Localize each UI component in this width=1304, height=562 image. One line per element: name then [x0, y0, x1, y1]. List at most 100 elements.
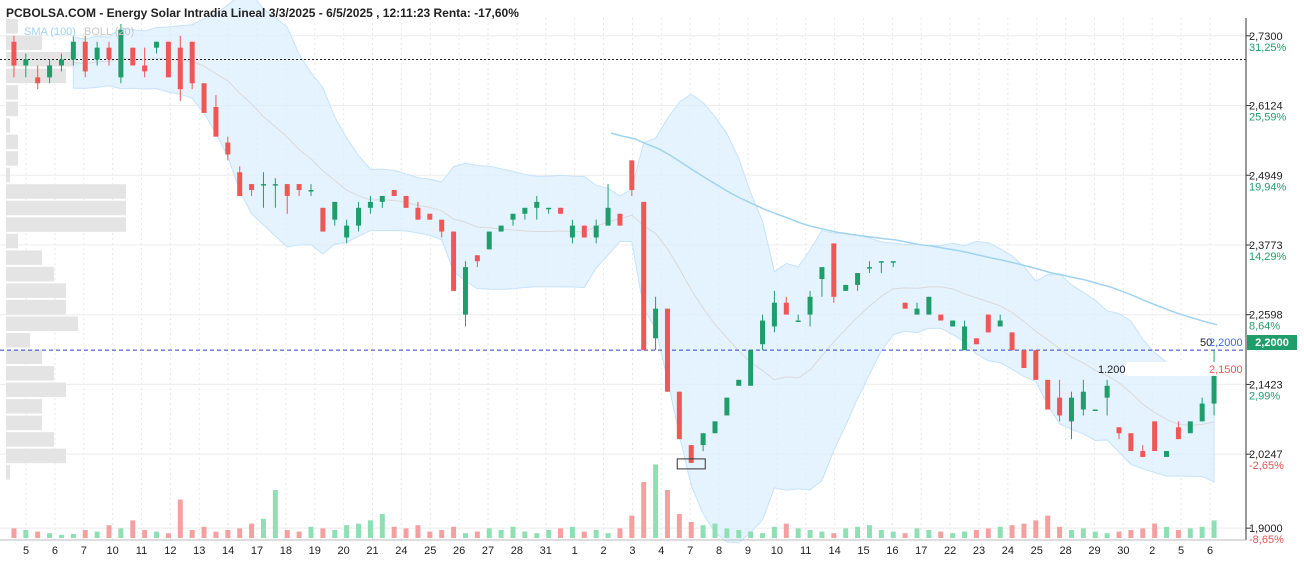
volume-bar: [1128, 530, 1134, 538]
x-tick-label: 2: [1149, 545, 1155, 557]
profile-bar: [6, 366, 54, 381]
volume-bar: [593, 530, 599, 538]
candle-body: [855, 273, 861, 285]
candle-body: [760, 320, 766, 345]
candle-body: [1009, 332, 1015, 351]
candle-body: [201, 83, 207, 113]
volume-bar: [486, 528, 492, 538]
volume-bar: [878, 530, 884, 538]
x-tick-label: 5: [1178, 545, 1184, 557]
candle-body: [1128, 433, 1134, 452]
volume-bar: [320, 528, 326, 538]
candle-body: [23, 59, 29, 66]
candle-body: [320, 207, 326, 232]
candle-body: [724, 397, 730, 416]
candle-body: [165, 41, 171, 78]
candle-body: [249, 184, 255, 191]
candle-body: [569, 225, 575, 238]
volume-bar: [344, 525, 350, 538]
x-tick-label: 6: [1207, 545, 1213, 557]
profile-bar: [6, 299, 66, 315]
volume-bar: [902, 533, 908, 538]
volume-bar: [831, 533, 837, 538]
volume-bar: [1068, 530, 1074, 538]
chart-title: PCBOLSA.COM - Energy Solar Intradia Line…: [6, 6, 519, 20]
volume-bar: [118, 528, 124, 538]
candle-body: [1187, 421, 1193, 434]
volume-bar: [1199, 526, 1205, 538]
x-tick-label: 27: [482, 545, 494, 557]
profile-bar: [6, 465, 10, 480]
volume-bar: [403, 528, 409, 538]
x-tick-label: 10: [771, 545, 783, 557]
x-tick-label: 29: [1088, 545, 1100, 557]
candle-body: [581, 225, 587, 238]
volume-bar: [1104, 533, 1110, 538]
candle-body: [878, 261, 884, 263]
x-tick-label: 19: [309, 545, 321, 557]
x-tick-label: 17: [915, 545, 927, 557]
profile-bar: [6, 118, 10, 133]
x-tick-label: 18: [280, 545, 292, 557]
volume-bar: [451, 526, 457, 538]
profile-bar: [6, 432, 54, 447]
volume-label: 1.200: [1098, 364, 1126, 376]
x-tick-label: 16: [886, 545, 898, 557]
volume-bar: [391, 526, 397, 538]
candle-body: [272, 184, 278, 186]
candle-body: [70, 41, 76, 60]
profile-bar: [6, 184, 126, 199]
volume-bar: [1140, 528, 1146, 538]
candle-body: [427, 213, 433, 220]
x-tick-label: 2: [600, 545, 606, 557]
profile-bar: [6, 101, 18, 117]
profile-bar: [6, 217, 126, 232]
candle-body: [997, 320, 1003, 327]
candle-body: [367, 201, 373, 208]
price-badge-label: 2,2000: [1255, 337, 1289, 349]
candle-body: [1021, 350, 1027, 368]
x-tick-label: 22: [944, 545, 956, 557]
candles: [11, 23, 1217, 463]
volume-bar: [855, 526, 861, 538]
volume-bar: [296, 531, 302, 538]
volume-bar: [130, 520, 136, 538]
volume-bars: [11, 464, 1217, 538]
volume-bar: [748, 531, 754, 538]
x-tick-label: 6: [52, 545, 58, 557]
candle-body: [177, 47, 183, 90]
y-tick-percent: 19,94%: [1249, 181, 1287, 193]
x-tick-label: 15: [857, 545, 869, 557]
y-tick-percent: 25,59%: [1249, 112, 1287, 124]
candle-body: [795, 320, 801, 323]
candle-body: [510, 213, 516, 220]
candle-body: [973, 338, 979, 345]
y-tick-label: 2,1423: [1249, 379, 1283, 391]
candle-body: [332, 201, 338, 220]
candle-body: [890, 261, 896, 263]
volume-bar: [712, 523, 718, 538]
y-tick-label: 2,6124: [1249, 101, 1283, 113]
candle-body: [1045, 379, 1051, 410]
x-tick-label: 24: [1002, 545, 1014, 557]
volume-bar: [82, 530, 88, 538]
volume-bar: [47, 533, 53, 538]
x-tick-label: 5: [23, 545, 29, 557]
volume-bar: [985, 528, 991, 538]
x-axis: 5 6 7 10 11 12 13 14 17 18 19 20 21 24 25 26 27 28 31 1 2 3 4 7…: [23, 545, 1213, 557]
x-tick-label: 30: [1117, 545, 1129, 557]
volume-bar: [154, 531, 160, 538]
volume-bar: [700, 525, 706, 538]
volume-bar: [522, 531, 528, 538]
candle-body: [831, 243, 837, 297]
candle-body: [985, 314, 991, 333]
candle-body: [106, 47, 112, 60]
volume-bar: [1033, 520, 1039, 538]
y-tick-percent: 8,64%: [1249, 321, 1280, 333]
candle-body: [260, 184, 266, 186]
candle-body: [926, 296, 932, 315]
candle-body: [1140, 451, 1146, 457]
volume-bar: [94, 531, 100, 538]
